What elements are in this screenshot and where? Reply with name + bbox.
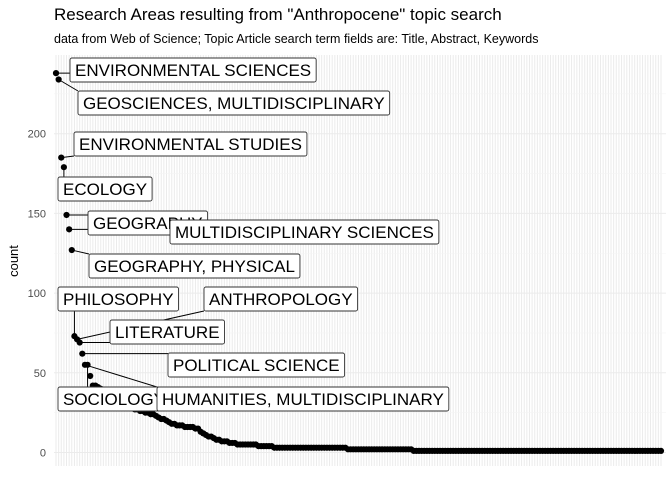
data-label: ENVIRONMENTAL SCIENCES	[69, 57, 317, 83]
data-point	[657, 447, 665, 455]
data-label: POLITICAL SCIENCE	[167, 352, 346, 378]
data-point	[68, 246, 75, 254]
data-label-box	[156, 386, 450, 412]
data-point	[52, 70, 60, 77]
data-label: MULTIDISCIPLINARY SCIENCES	[169, 219, 440, 245]
data-label-text: ANTHROPOLOGY	[209, 290, 353, 309]
data-point	[58, 154, 65, 161]
data-label-text: PHILOSOPHY	[63, 290, 174, 309]
data-label-box	[109, 319, 225, 345]
data-label-box	[73, 131, 308, 157]
data-label-box	[88, 253, 301, 279]
data-label: ECOLOGY	[57, 176, 153, 202]
data-point	[84, 361, 91, 368]
data-label: LITERATURE	[109, 319, 225, 345]
data-label: HUMANITIES, MULTIDISCIPLINARY	[156, 386, 450, 412]
data-label-box	[69, 57, 317, 83]
data-label-text: MULTIDISCIPLINARY SCIENCES	[175, 223, 434, 242]
data-point	[55, 76, 62, 83]
data-label-box	[167, 352, 346, 378]
data-label-text: GEOGRAPHY, PHYSICAL	[94, 257, 295, 276]
data-labels: ENVIRONMENTAL SCIENCES GEOSCIENCES, MULTI…	[57, 57, 450, 412]
y-axis-ticks: 0 50 100 150 200	[28, 129, 46, 460]
y-tick-label: 0	[40, 448, 46, 460]
data-label: ENVIRONMENTAL STUDIES	[73, 131, 308, 157]
data-point	[66, 226, 73, 233]
data-label-text: POLITICAL SCIENCE	[173, 356, 340, 375]
data-label-text: ECOLOGY	[63, 180, 147, 199]
y-axis-title: count	[6, 245, 21, 277]
data-label-box	[203, 286, 359, 312]
data-label: GEOGRAPHY, PHYSICAL	[88, 253, 301, 279]
y-tick-label: 50	[34, 368, 46, 380]
data-label: ANTHROPOLOGY	[203, 286, 359, 312]
data-label-box	[57, 286, 179, 312]
data-label: SOCIOLOGY	[57, 386, 171, 412]
data-points	[52, 70, 665, 455]
leader-line	[58, 79, 79, 92]
data-label-text: LITERATURE	[115, 323, 220, 342]
data-label-text: SOCIOLOGY	[63, 390, 165, 409]
chart-subtitle: data from Web of Science; Topic Article …	[54, 32, 538, 46]
data-label-box	[169, 219, 440, 245]
data-label-text: ENVIRONMENTAL STUDIES	[79, 135, 302, 154]
data-label-text: HUMANITIES, MULTIDISCIPLINARY	[162, 390, 444, 409]
data-point	[87, 372, 94, 380]
chart-title: Research Areas resulting from "Anthropoc…	[54, 5, 502, 24]
data-label: GEOSCIENCES, MULTIDISCIPLINARY	[77, 90, 391, 116]
data-point	[63, 211, 70, 219]
data-label-box	[57, 176, 153, 202]
data-point	[76, 339, 83, 346]
leader-line	[84, 364, 158, 388]
y-tick-label: 200	[28, 129, 46, 141]
data-label-text: ENVIRONMENTAL SCIENCES	[75, 61, 311, 80]
data-point	[79, 350, 86, 357]
data-label-text: GEOSCIENCES, MULTIDISCIPLINARY	[83, 94, 385, 113]
y-tick-label: 150	[28, 208, 46, 220]
y-tick-label: 100	[28, 288, 46, 300]
data-label-box	[77, 90, 391, 116]
data-point	[60, 164, 67, 171]
data-label: PHILOSOPHY	[57, 286, 179, 312]
